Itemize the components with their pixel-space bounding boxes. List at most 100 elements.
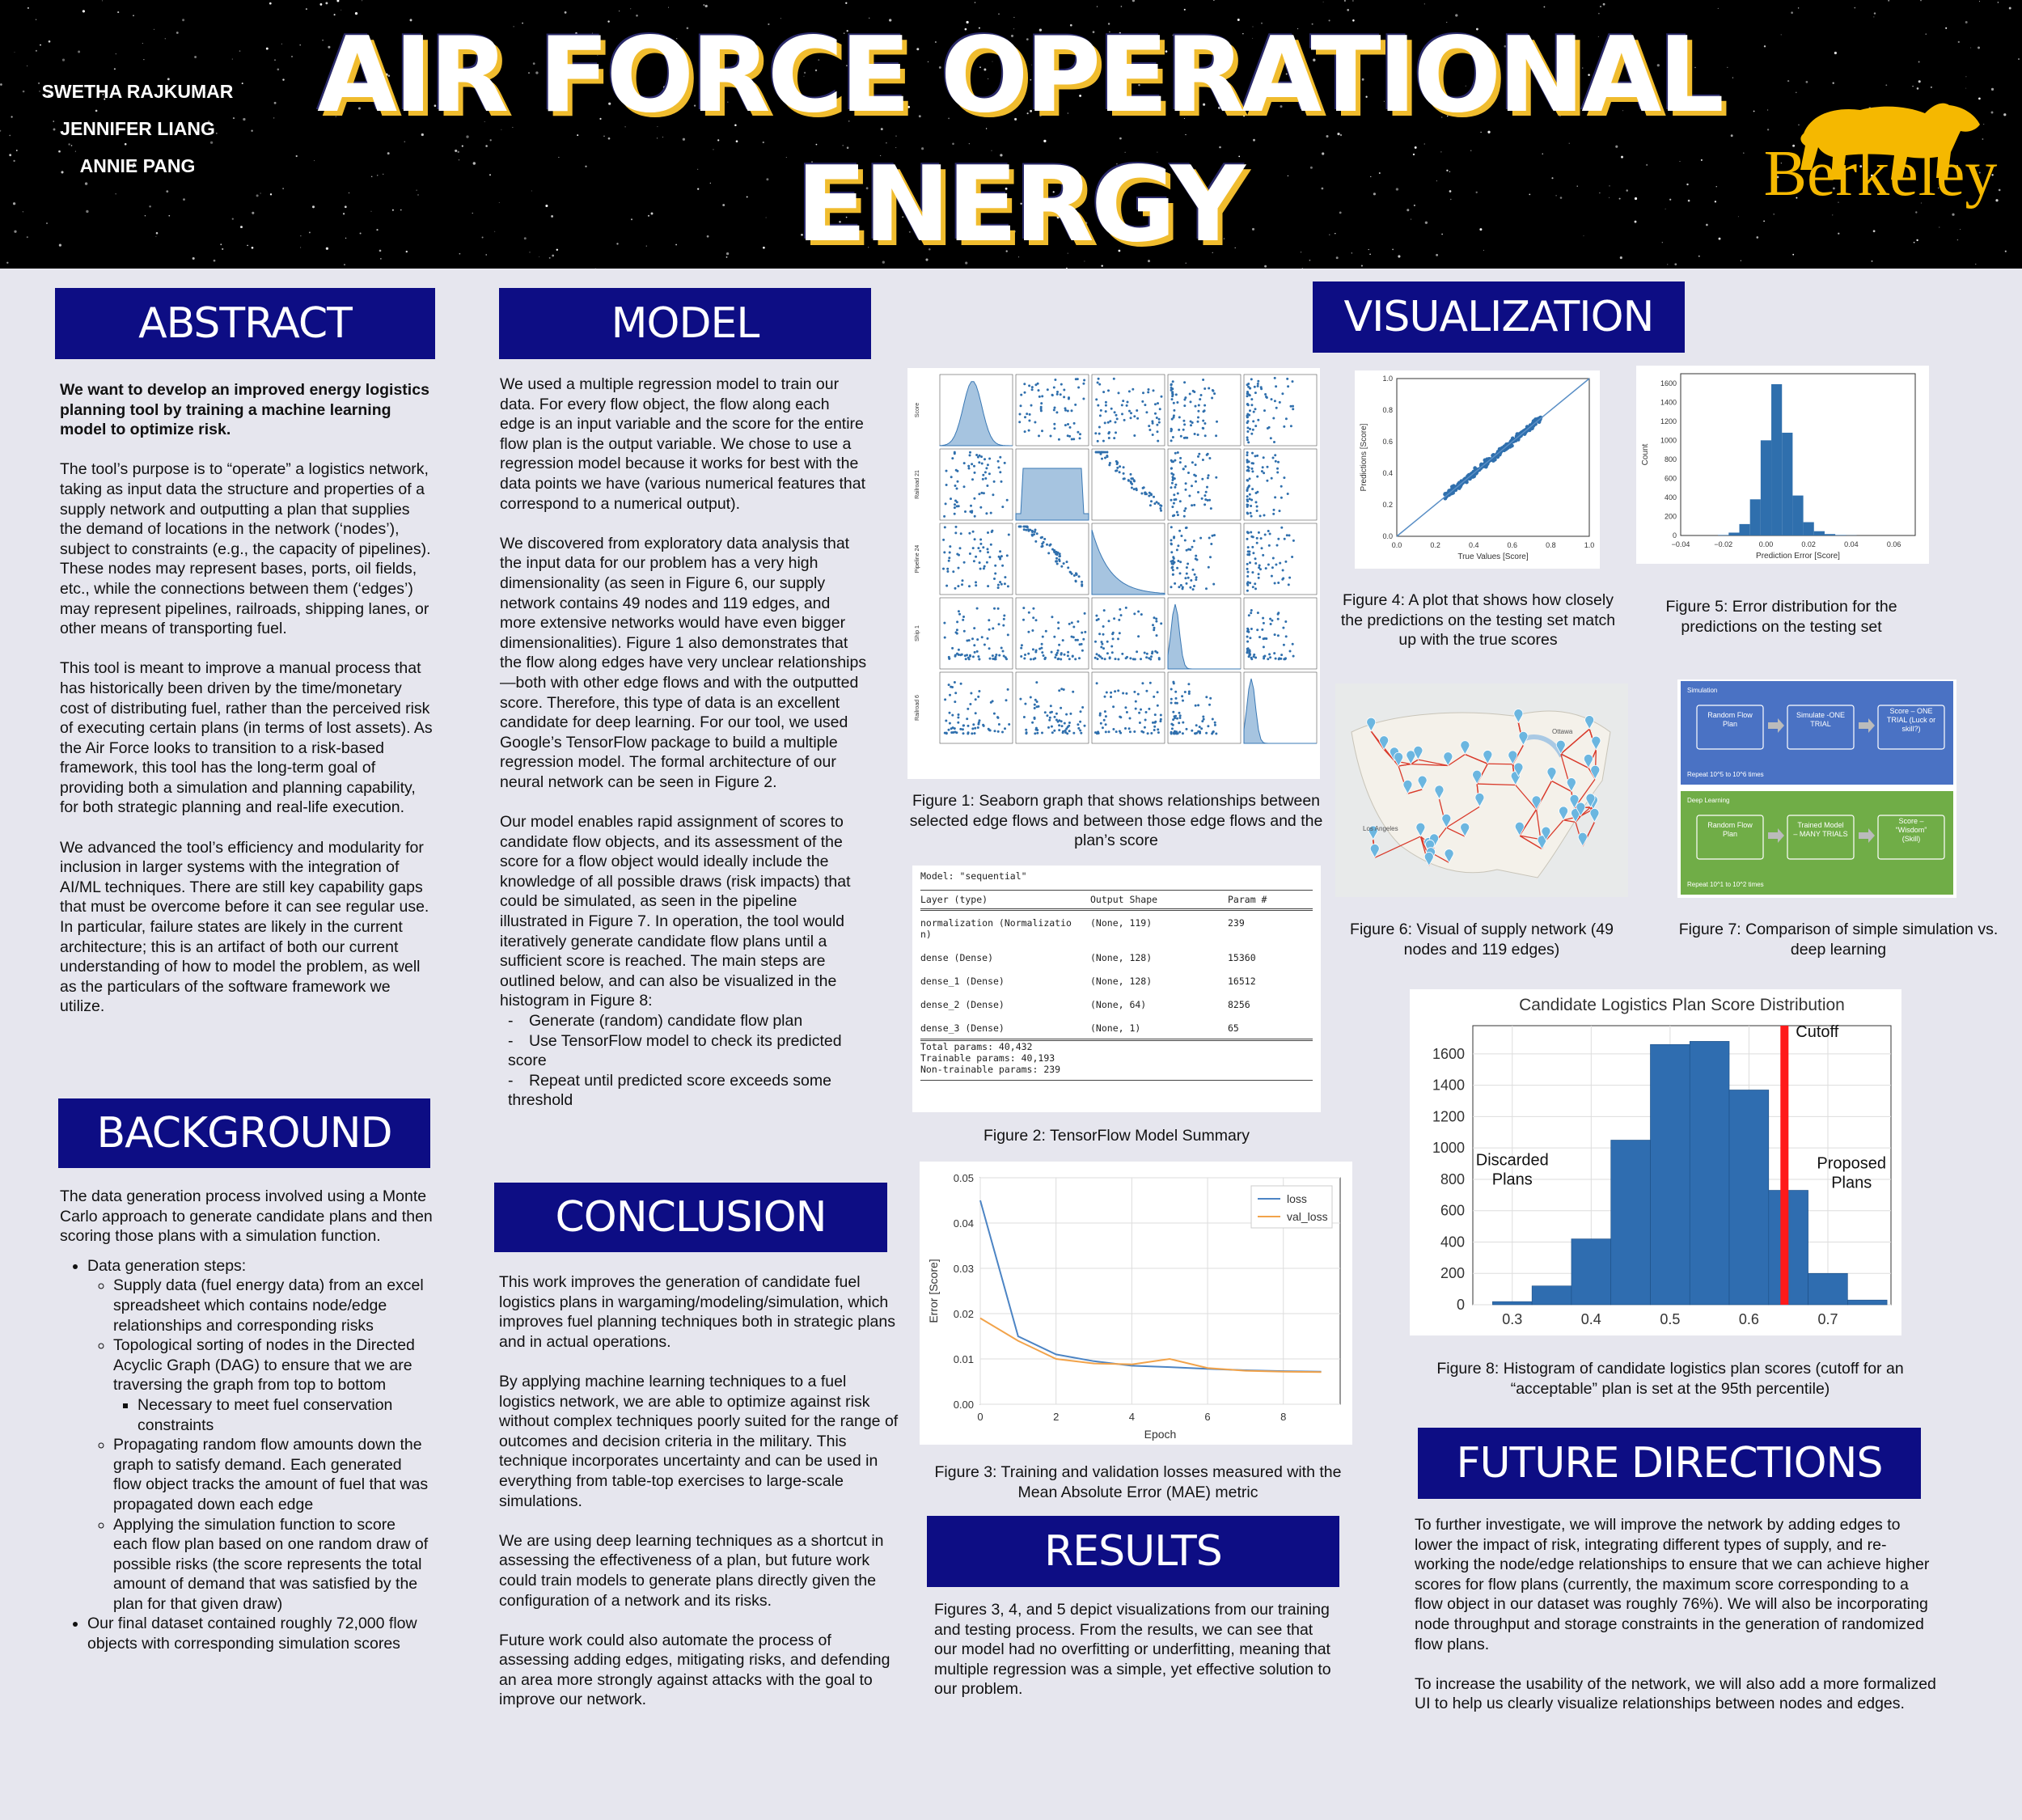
pairplot-point <box>1150 732 1153 734</box>
pairplot-point <box>1043 537 1047 540</box>
pairplot-point <box>982 567 985 570</box>
pairplot-point <box>1249 409 1251 413</box>
pairplot-point <box>1036 731 1039 734</box>
star <box>717 139 720 142</box>
background-final: Our final dataset contained roughly 72,0… <box>87 1614 434 1653</box>
pairplot-point <box>1110 691 1113 694</box>
pairplot-point <box>1063 653 1066 656</box>
pairplot-point <box>1274 454 1277 457</box>
star <box>992 61 993 62</box>
pairplot-point <box>966 639 969 642</box>
star <box>311 205 315 209</box>
pairplot-point <box>1081 706 1085 709</box>
star <box>577 134 579 137</box>
network-edge <box>1447 754 1466 767</box>
pairplot-point <box>1250 609 1253 612</box>
pairplot-point <box>1040 646 1043 650</box>
star <box>472 212 473 214</box>
loss-chart-svg: 0.000.010.020.030.040.050 2 4 6 8EpochError … <box>927 1172 1341 1441</box>
pairplot-point <box>1255 541 1258 544</box>
pairplot-point <box>1253 385 1256 388</box>
pairplot-point <box>1193 433 1196 435</box>
pairplot-point <box>1172 718 1175 722</box>
pairplot-point <box>1065 561 1068 564</box>
pairplot-point <box>1260 470 1263 473</box>
pairplot-point <box>1267 563 1270 566</box>
summary-cell: dense_3 (Dense) <box>920 1022 1005 1034</box>
pairplot-point <box>947 684 950 687</box>
summary-cell: dense (Dense) <box>920 952 994 963</box>
pairplot-point <box>1125 404 1128 407</box>
pairplot-point <box>1254 408 1257 411</box>
pairplot-point <box>1258 564 1261 567</box>
pairplot-point <box>1283 658 1286 661</box>
star <box>215 132 218 134</box>
pairplot-point <box>1027 652 1030 655</box>
y-tick-label: 600 <box>1665 474 1677 482</box>
pairplot-point <box>997 623 1000 626</box>
pairplot-point <box>1098 712 1102 715</box>
summary-cell: 65 <box>1228 1022 1239 1034</box>
pairplot-point <box>1053 715 1056 718</box>
scatter-svg: 0.00.00.20.20.40.40.60.60.80.81.01.0True… <box>1360 375 1594 561</box>
pairplot-point <box>986 548 989 551</box>
star <box>1838 232 1840 235</box>
x-tick-label: 0.3 <box>1502 1311 1522 1327</box>
star <box>379 249 382 252</box>
star <box>26 236 28 239</box>
pairplot-point <box>1252 655 1255 658</box>
pairplot-point <box>1034 726 1038 730</box>
pairplot-point <box>973 497 976 500</box>
pairplot-point <box>1159 507 1162 510</box>
pairplot-point <box>1019 697 1022 700</box>
star <box>1271 62 1275 66</box>
pairplot-point <box>996 586 1000 590</box>
conclusion-p4: Future work could also automate the proc… <box>499 1631 890 1709</box>
figure-5-caption: Figure 5: Error distribution for the pre… <box>1665 598 1897 636</box>
pairplot-point <box>1051 616 1054 619</box>
pairplot-point <box>1108 656 1111 659</box>
star <box>1990 87 1995 91</box>
pairplot-point <box>972 723 975 726</box>
pairplot-point <box>967 724 970 727</box>
pairplot-point <box>1082 397 1085 400</box>
pairplot-point <box>1037 389 1040 392</box>
star <box>968 209 970 211</box>
pairplot-point <box>1130 486 1133 489</box>
pairplot-point <box>1178 529 1182 532</box>
star <box>1965 21 1968 23</box>
network-node-pin <box>1444 849 1454 864</box>
star <box>168 214 171 217</box>
star <box>1756 236 1759 239</box>
star <box>1474 82 1476 83</box>
pairplot-point <box>1178 711 1181 714</box>
pairplot-point <box>957 610 960 613</box>
pairplot-point <box>1280 485 1283 488</box>
pairplot-point <box>942 567 945 570</box>
y-tick-label: 0.00 <box>954 1399 974 1411</box>
star <box>1031 64 1033 66</box>
star <box>305 8 307 11</box>
pairplot-point <box>1179 584 1182 586</box>
star <box>908 231 911 233</box>
pairplot-point <box>1292 404 1294 408</box>
star <box>1436 180 1437 182</box>
pairplot-point <box>1170 498 1173 502</box>
deep-learning-box-text: Random Flow <box>1707 821 1753 829</box>
step-3: Propagating random flow amounts down the… <box>113 1435 434 1514</box>
star <box>46 222 48 224</box>
star <box>1776 176 1779 179</box>
pairplot-point <box>1060 720 1063 723</box>
star <box>1627 34 1630 36</box>
network-node-pin <box>1402 779 1413 795</box>
pairplot-point <box>1178 722 1181 725</box>
pairplot-point <box>1255 536 1258 540</box>
star <box>1144 48 1147 51</box>
pairplot-point <box>1189 586 1192 589</box>
pairplot-point <box>1113 617 1116 620</box>
star <box>842 145 844 146</box>
star <box>1352 19 1355 22</box>
network-node-pin <box>1541 826 1551 841</box>
star <box>1859 165 1863 168</box>
pairplot-point <box>1095 682 1098 685</box>
